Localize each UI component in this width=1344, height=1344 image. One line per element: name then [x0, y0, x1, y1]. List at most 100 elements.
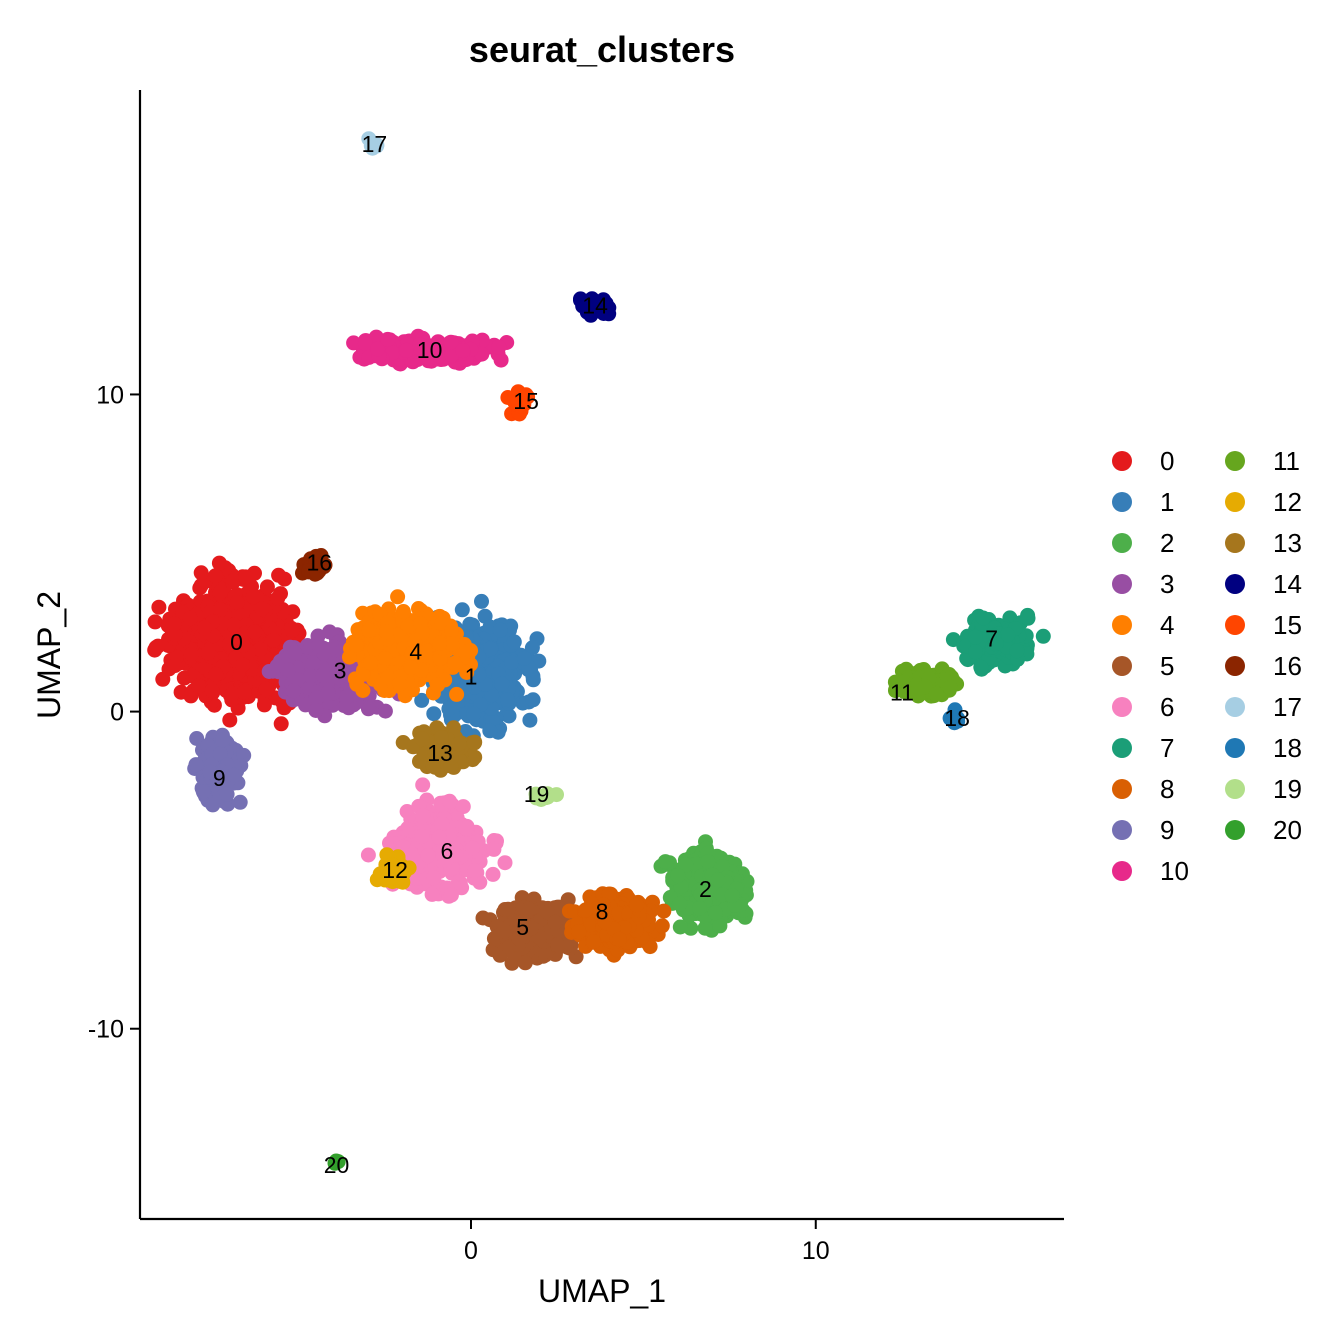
point-cluster-6 [442, 793, 458, 809]
point-cluster-9 [188, 757, 204, 773]
point-cluster-6 [485, 866, 501, 882]
point-cluster-0 [256, 697, 272, 713]
point-cluster-0 [212, 602, 228, 618]
point-cluster-1 [504, 655, 519, 670]
point-cluster-0 [147, 614, 163, 630]
point-cluster-0 [270, 590, 286, 606]
point-cluster-3 [315, 668, 331, 683]
point-cluster-6 [414, 828, 430, 844]
point-cluster-2 [707, 905, 723, 921]
point-cluster-1 [494, 676, 510, 692]
point-cluster-9 [215, 732, 231, 748]
point-cluster-6 [497, 855, 513, 871]
point-cluster-4 [395, 604, 411, 619]
point-cluster-0 [211, 555, 227, 571]
cluster-7-points [945, 607, 1051, 677]
point-cluster-6 [486, 841, 502, 857]
point-cluster-6 [467, 863, 483, 879]
point-cluster-0 [151, 599, 167, 615]
point-cluster-1 [525, 692, 541, 708]
point-cluster-5 [547, 914, 563, 930]
point-cluster-0 [258, 681, 274, 697]
point-cluster-2 [689, 856, 704, 872]
point-cluster-6 [360, 847, 376, 863]
point-cluster-7 [973, 659, 989, 675]
point-layer [147, 131, 1051, 1171]
point-cluster-0 [183, 688, 199, 704]
point-cluster-3 [269, 658, 285, 674]
point-cluster-6 [420, 848, 436, 864]
point-cluster-10 [493, 352, 509, 368]
point-cluster-8 [586, 934, 601, 950]
point-cluster-5 [496, 923, 512, 939]
point-cluster-4 [447, 655, 463, 671]
point-cluster-1 [524, 640, 540, 656]
point-cluster-2 [700, 854, 716, 870]
point-cluster-7 [1009, 643, 1025, 659]
point-cluster-5 [517, 955, 533, 971]
point-cluster-1 [454, 602, 470, 618]
point-cluster-1 [414, 692, 430, 708]
point-cluster-0 [229, 595, 245, 611]
point-cluster-1 [441, 701, 457, 717]
point-cluster-1 [516, 650, 532, 666]
point-cluster-6 [458, 820, 474, 836]
point-cluster-6 [426, 870, 442, 886]
point-cluster-1 [522, 712, 538, 728]
point-cluster-2 [692, 900, 707, 916]
point-cluster-0 [193, 565, 209, 581]
point-cluster-10 [455, 343, 471, 359]
point-cluster-0 [213, 584, 229, 600]
point-cluster-0 [235, 657, 251, 673]
point-cluster-0 [238, 569, 254, 585]
point-cluster-3 [377, 703, 393, 719]
point-cluster-3 [305, 655, 321, 671]
point-cluster-0 [284, 622, 300, 638]
point-cluster-1 [474, 593, 489, 609]
point-cluster-4 [449, 686, 465, 702]
cluster-2-points [653, 834, 755, 938]
point-cluster-2 [697, 920, 713, 936]
point-cluster-3 [308, 703, 324, 718]
point-cluster-0 [191, 678, 207, 694]
point-cluster-0 [208, 568, 223, 584]
point-cluster-0 [182, 610, 198, 626]
point-cluster-8 [611, 931, 627, 947]
point-cluster-8 [654, 918, 670, 934]
point-cluster-3 [320, 685, 336, 701]
point-cluster-4 [361, 622, 377, 638]
point-cluster-2 [724, 888, 740, 904]
point-cluster-9 [195, 784, 211, 800]
point-cluster-2 [693, 886, 709, 902]
point-cluster-0 [150, 638, 166, 654]
point-cluster-11 [928, 686, 944, 702]
point-cluster-2 [678, 857, 694, 873]
point-cluster-1 [426, 706, 442, 722]
point-cluster-6 [415, 808, 431, 824]
point-cluster-0 [208, 666, 224, 682]
point-cluster-0 [254, 601, 270, 617]
point-cluster-0 [166, 616, 182, 632]
point-cluster-0 [271, 567, 287, 583]
point-cluster-2 [710, 872, 726, 888]
point-cluster-4 [363, 655, 379, 671]
point-cluster-0 [273, 716, 289, 732]
point-cluster-4 [349, 676, 365, 692]
point-cluster-3 [286, 683, 302, 699]
point-cluster-10 [380, 331, 396, 347]
point-cluster-4 [392, 676, 408, 692]
point-cluster-4 [377, 651, 393, 666]
point-cluster-7 [1020, 610, 1036, 626]
point-cluster-0 [233, 631, 249, 646]
point-cluster-7 [968, 644, 983, 660]
point-cluster-0 [245, 589, 261, 605]
point-cluster-8 [571, 924, 587, 940]
point-cluster-1 [462, 616, 478, 632]
point-cluster-4 [432, 635, 448, 651]
point-cluster-7 [967, 629, 983, 645]
point-cluster-6 [443, 887, 459, 903]
point-cluster-6 [424, 886, 440, 902]
point-cluster-0 [259, 579, 275, 595]
point-cluster-0 [167, 658, 183, 674]
point-cluster-2 [672, 919, 688, 935]
